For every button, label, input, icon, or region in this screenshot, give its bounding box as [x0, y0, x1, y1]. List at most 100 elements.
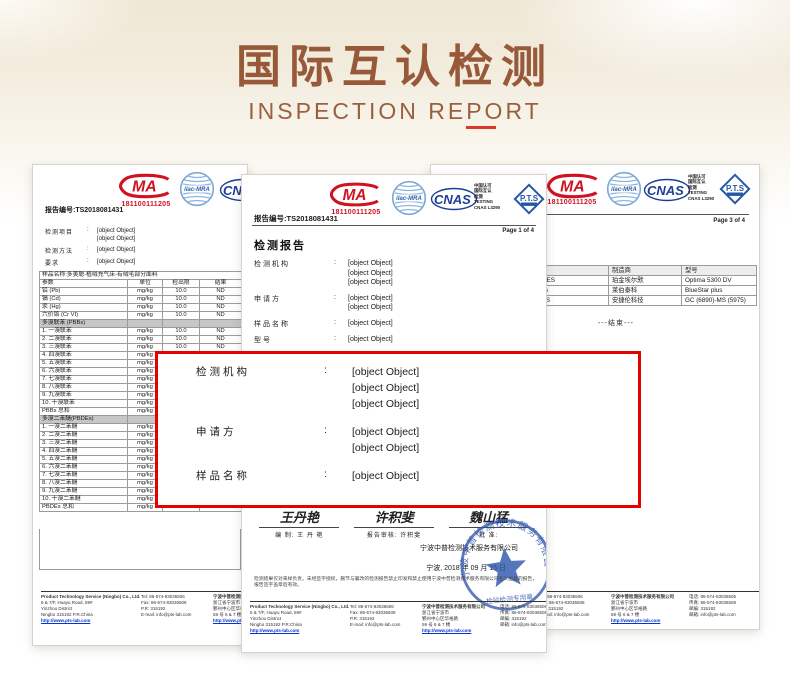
svg-text:MA: MA: [343, 187, 367, 204]
result-cell: ND: [199, 311, 242, 320]
unit-cell: mg/kg: [127, 327, 163, 336]
field-value: [object Object]: [352, 470, 420, 482]
doc-footer: Product Technology Service (Ningbo) Co.,…: [41, 591, 247, 624]
report-number: 报告编号:TS2018081431: [45, 207, 124, 214]
pts-logo-icon: P.T.S: [513, 183, 545, 215]
limit-cell: [162, 319, 200, 328]
field-row: 检测项目 : [object Object] [object Object]: [45, 227, 136, 242]
param-cell: 9. 九溴二苯醚: [39, 487, 128, 496]
limit-cell: 10.0: [162, 287, 200, 296]
footer-company-en: Product Technology Service (Ningbo) Co.,…: [41, 594, 141, 599]
cma-number: 181100111205: [547, 199, 597, 206]
field-label: 样品名称: [254, 320, 290, 328]
table-row: 镉 (Cd) mg/kg 10.0 ND: [39, 295, 242, 304]
ilac-mra-logo-icon: ilac-MRA: [606, 171, 642, 207]
field-row: 检测方法 : [object Object]: [45, 246, 136, 255]
cma-logo-icon: MA: [547, 173, 598, 199]
limit-cell: 10.0: [162, 303, 200, 312]
field-label: 检测项目: [45, 230, 74, 236]
instrument-table: 仪器 制造商 型号 ICP-OES 珀金埃尔默 Optima 5300 DV U…: [516, 265, 757, 306]
param-cell: 镉 (Cd): [39, 295, 128, 304]
param-cell: 1. 一溴二苯醚: [39, 423, 128, 432]
param-cell: 4. 四溴联苯: [39, 351, 128, 360]
field-row: 申请方 : [object Object] [object Object]: [254, 293, 393, 312]
table-row: GC-MS 安捷伦科技 GC (6890)-MS (5975): [516, 295, 757, 306]
param-cell: 多溴二苯醚(PBDEs): [39, 415, 128, 424]
pts-logo-icon: P.T.S: [719, 173, 751, 205]
table-row: ICP-OES 珀金埃尔默 Optima 5300 DV: [516, 275, 757, 286]
param-cell: 汞 (Hg): [39, 303, 128, 312]
svg-text:P.T.S: P.T.S: [520, 194, 539, 203]
handwritten-signature: 王丹艳: [259, 507, 340, 528]
table-row: UV-Vis 莱伯泰科 BlueStar plus: [516, 285, 757, 296]
param-cell: 3. 三溴二苯醚: [39, 439, 128, 448]
footer-link[interactable]: http://www.pts-lab.com: [213, 617, 247, 623]
field-value: [object Object] [object Object] [object Ob…: [348, 260, 393, 286]
unit-cell: mg/kg: [127, 287, 163, 296]
signature-block: 王丹艳 编 制: 王 丹 艳: [252, 507, 347, 539]
footer-link[interactable]: http://www.pts-lab.com: [250, 627, 300, 633]
table-row: 铅 (Pb) mg/kg 10.0 ND: [39, 287, 242, 296]
cnas-logo-icon: CNAS: [430, 187, 478, 211]
footer-link[interactable]: http://www.pts-lab.com: [41, 617, 91, 623]
limit-cell: 10.0: [162, 311, 200, 320]
svg-text:CNAS: CNAS: [647, 183, 684, 198]
header-rule: [252, 225, 536, 226]
param-cell: 8. 八溴二苯醚: [39, 479, 128, 488]
limit-cell: 10.0: [162, 327, 200, 336]
footer-link[interactable]: http://www.pts-lab.com: [422, 627, 472, 633]
manufacturer-cell: 珀金埃尔默: [608, 275, 682, 286]
param-cell: 铅 (Pb): [39, 287, 128, 296]
result-cell: ND: [199, 335, 242, 344]
field-label: 检测方法: [45, 249, 74, 255]
limit-cell: 10.0: [162, 295, 200, 304]
unit-cell: mg/kg: [127, 311, 163, 320]
signature-role-label: 批 准:: [479, 533, 499, 539]
svg-text:MA: MA: [132, 179, 157, 196]
company-stamp-icon: 宁波中普检测技术服务有限公司 检验检测专用章: [453, 512, 546, 611]
left-doc-fields: 检测项目 : [object Object] [object Object] 检测…: [45, 227, 247, 270]
field-label: 检测机构: [254, 261, 290, 268]
issue-date-line: 宁波, 2018 年 09 月 15 日: [426, 565, 506, 572]
manufacturer-cell: 莱伯泰科: [608, 285, 682, 296]
svg-text:ilac-MRA: ilac-MRA: [184, 187, 210, 193]
field-row: 型号 : [object Object]: [254, 334, 393, 344]
ilac-mra-logo-icon: ilac-MRA: [391, 180, 427, 216]
result-cell: [199, 319, 242, 328]
header-rule: [441, 214, 749, 215]
model-cell: GC (6890)-MS (5975): [681, 295, 757, 306]
signature-role-label: 报告审核: 许积斐: [366, 533, 422, 539]
signature-block: 许积斐 报告审核: 许积斐: [347, 507, 442, 539]
param-cell: 3. 三溴联苯: [39, 343, 128, 352]
param-cell: 多溴联苯 (PBBs): [39, 319, 128, 328]
result-cell: ND: [199, 303, 242, 312]
svg-text:ilac-MRA: ilac-MRA: [396, 196, 422, 202]
cnas-logo-icon: CNAS: [643, 178, 691, 202]
param-cell: 6. 六溴联苯: [39, 367, 128, 376]
report-heading: 检测报告: [254, 240, 306, 252]
result-cell: ND: [199, 327, 242, 336]
field-row: 检测机构 : [object Object] [object Object] [ob…: [196, 364, 420, 410]
param-cell: 10. 十溴二苯醚: [39, 495, 128, 504]
limit-cell: 10.0: [162, 335, 200, 344]
cert-text-block: 中国认可 国际互认 检测 TESTING CNAS L3290: [688, 174, 715, 201]
param-cell: PBDEs 总和: [39, 503, 128, 512]
param-cell: 8. 八溴联苯: [39, 383, 128, 392]
param-cell: 7. 七溴联苯: [39, 375, 128, 384]
param-cell: 5. 五溴二苯醚: [39, 455, 128, 464]
svg-text:MA: MA: [560, 179, 585, 196]
param-cell: 六价铬 (Cr VI): [39, 311, 128, 320]
footer-link[interactable]: http://www.pts-lab.com: [611, 617, 661, 623]
param-cell: 4. 四溴二苯醚: [39, 447, 128, 456]
field-label: 申请方: [254, 295, 281, 303]
table-row: 1. 一溴联苯 mg/kg 10.0 ND: [39, 327, 242, 336]
title-underline-decoration: [466, 126, 496, 129]
result-cell: ND: [199, 287, 242, 296]
model-cell: Optima 5300 DV: [681, 275, 757, 286]
param-cell: 10. 十溴联苯: [39, 399, 128, 408]
svg-text:ilac-MRA: ilac-MRA: [611, 187, 637, 193]
table-header-row: 参数 单位 检出限 结果: [39, 279, 242, 288]
report-number: 报告编号:TS2018081431: [254, 214, 338, 223]
field-value: [object Object] [object Object]: [352, 426, 420, 454]
param-cell: 9. 九溴联苯: [39, 391, 128, 400]
